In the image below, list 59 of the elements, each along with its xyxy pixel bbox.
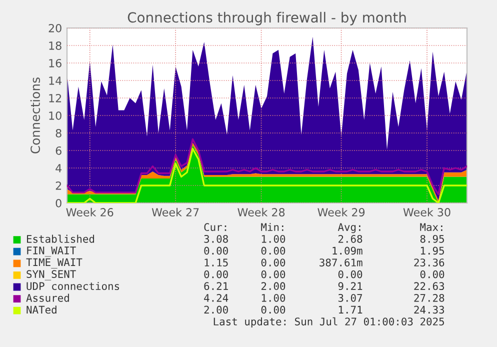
- y-tick-label: 18: [49, 41, 62, 50]
- legend-label: FIN_WAIT: [27, 246, 76, 257]
- text: 0.00: [261, 258, 286, 266]
- text: 1.95: [420, 246, 444, 255]
- y-tick-label: 14: [49, 76, 62, 85]
- text: 0.00: [204, 246, 228, 255]
- text: Last update: Sun Jul 27 01:00:03 2025: [214, 317, 444, 328]
- x-tick-label: Week 28: [238, 208, 285, 216]
- text: 9.21: [338, 282, 362, 290]
- text: 0.00: [261, 246, 286, 255]
- text: 23.36: [414, 258, 444, 266]
- y-tick-label: 20: [48, 24, 62, 32]
- legend-label: NATed: [26, 306, 56, 314]
- y-tick-label: 8: [56, 128, 62, 138]
- text: Max:: [420, 223, 442, 232]
- legend-label: Established: [27, 234, 94, 243]
- legend-label: SYN_SENT: [26, 270, 76, 280]
- legend-label: UDP connections: [26, 282, 120, 290]
- y-tick-label: 12: [49, 94, 62, 102]
- text: 0.00: [261, 270, 286, 278]
- text: 4.24: [204, 294, 228, 302]
- x-tick-label: Week 26: [66, 208, 114, 216]
- y-axis-title: Connections: [30, 77, 40, 154]
- text: 1.15: [204, 258, 228, 266]
- text: Min:: [261, 222, 284, 231]
- legend-label: Assured: [26, 294, 69, 302]
- text: 8.95: [420, 234, 444, 243]
- text: 0.00: [261, 306, 286, 314]
- text: 2.68: [338, 234, 362, 243]
- text: 1.00: [262, 234, 286, 243]
- text: 1.09m: [332, 246, 362, 255]
- y-tick-label: 16: [49, 58, 62, 68]
- chart-title: Connections through firewall - by month: [128, 12, 406, 26]
- y-tick-label: 0: [56, 198, 62, 208]
- text: 387.61m: [320, 258, 362, 266]
- text: 6.21: [204, 282, 228, 290]
- x-tick-label: Week 29: [318, 208, 365, 216]
- text: 3.07: [338, 294, 362, 302]
- y-tick-label: 2: [56, 181, 62, 190]
- text: 2.00: [261, 282, 286, 290]
- text: 0.00: [204, 270, 228, 278]
- text: Cur:: [204, 223, 226, 232]
- text: 0.00: [338, 270, 362, 278]
- y-tick-label: 6: [56, 146, 62, 155]
- x-tick-label: Week 30: [403, 208, 450, 216]
- text: 27.28: [414, 294, 444, 302]
- y-tick-label: 10: [49, 111, 62, 120]
- line-series: [67, 138, 467, 196]
- text: 3.08: [204, 234, 228, 243]
- text: 0.00: [420, 270, 444, 278]
- x-tick-label: Week 27: [152, 208, 199, 216]
- text: 1.71: [338, 306, 362, 314]
- text: 24.33: [414, 306, 444, 314]
- text: 1.00: [262, 294, 286, 302]
- y-tick-label: 4: [56, 164, 62, 172]
- legend-label: TIME_WAIT: [26, 258, 82, 268]
- text: 2.00: [204, 306, 228, 314]
- text: Avg:: [338, 223, 360, 234]
- text: 22.63: [414, 282, 444, 290]
